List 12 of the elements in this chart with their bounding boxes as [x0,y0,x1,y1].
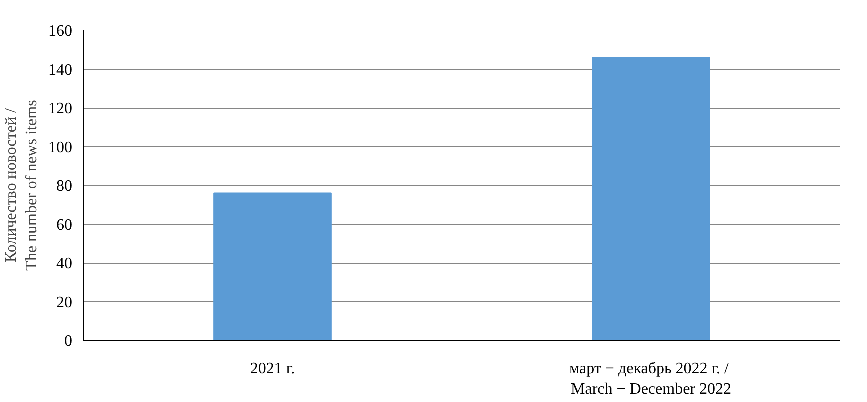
y-tick-label: 80 [56,178,72,195]
y-tick-label: 0 [64,333,72,350]
y-tick-label: 160 [48,23,72,40]
y-tick-label: 60 [56,216,72,234]
y-tick-label: 40 [56,256,72,272]
y-tick-label: 20 [56,294,72,312]
x-tick-label: март − декабрь 2022 г. / March − December 2022 [570,360,732,398]
x-tick-label: 2021 г. [250,360,296,378]
y-tick-label: 140 [48,62,72,79]
y-axis-title: Количество новостей / The number of news items [3,100,40,271]
y-tick-label: 100 [48,139,72,156]
y-tick-label: 120 [48,100,72,118]
